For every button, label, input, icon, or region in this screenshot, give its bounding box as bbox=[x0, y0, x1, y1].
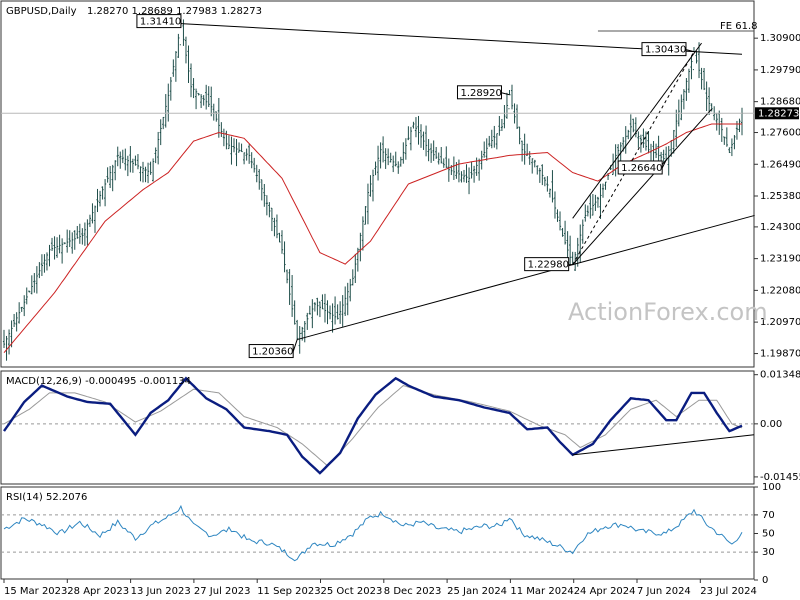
macd-tick-label: 0.00 bbox=[760, 419, 782, 430]
macd-trendline bbox=[572, 434, 755, 456]
price-tick-label: 1.24300 bbox=[760, 222, 800, 233]
price-tick-label: 1.26490 bbox=[760, 159, 800, 170]
macd-tick-label: 0.013489 bbox=[760, 370, 800, 381]
macd-panel-frame bbox=[0, 370, 755, 485]
annotation-box bbox=[617, 160, 663, 175]
macd-plot: 0.013489 0.00 -0.014554 bbox=[1, 370, 800, 483]
price-tick-label: 1.27600 bbox=[760, 128, 800, 139]
annotation-box bbox=[641, 42, 687, 57]
projection-line bbox=[572, 51, 695, 265]
price-tick-label: 1.29790 bbox=[760, 65, 800, 76]
x-axis: 15 Mar 2023 28 Apr 2023 13 Jun 2023 27 Jul … bbox=[3, 579, 757, 597]
channel-top-line bbox=[572, 42, 702, 219]
rsi-tick-label: 50 bbox=[762, 529, 775, 540]
x-tick-label: 27 Jul 2023 bbox=[194, 586, 251, 597]
price-tick-label: 1.20970 bbox=[760, 317, 800, 328]
last-price-label: 1.28273 bbox=[758, 108, 799, 119]
annotation-label: 1.26640 bbox=[621, 163, 662, 174]
watermark: ActionForex.com bbox=[568, 298, 768, 326]
annotation-label: 1.28920 bbox=[460, 88, 501, 99]
x-tick-label: 24 Apr 2024 bbox=[574, 586, 636, 597]
last-price-box bbox=[755, 107, 799, 120]
annotation-box bbox=[524, 257, 570, 272]
fib-label: FE 61.8 bbox=[720, 21, 758, 32]
macd-signal-line bbox=[3, 385, 743, 467]
annotation-leader bbox=[685, 49, 695, 53]
rsi-tick-label: 30 bbox=[762, 547, 775, 558]
annotation-leader bbox=[661, 159, 667, 169]
rsi-tick-label: 70 bbox=[762, 510, 775, 521]
x-tick-label: 28 Apr 2023 bbox=[67, 586, 129, 597]
price-tick-label: 1.23190 bbox=[760, 254, 800, 265]
annotation-box bbox=[248, 344, 294, 359]
price-tick-label: 1.25380 bbox=[760, 191, 800, 202]
annotation-label: 1.22980 bbox=[528, 260, 569, 271]
lower-trendline bbox=[297, 264, 573, 341]
macd-title: MACD(12,26,9) -0.000495 -0.001134 bbox=[6, 376, 191, 387]
price-tick-label: 1.30900 bbox=[760, 33, 800, 44]
price-panel-frame bbox=[0, 0, 755, 368]
price-tick-label: 1.19870 bbox=[760, 349, 800, 360]
ohlc-readout: 1.28270 1.28689 1.27983 1.28273 bbox=[87, 6, 262, 17]
rsi-tick-label: 0 bbox=[762, 575, 768, 586]
annotation-box bbox=[456, 85, 502, 100]
channel-bottom-line bbox=[572, 108, 713, 265]
annotation-leader bbox=[501, 92, 510, 96]
rsi-plot: 100 70 50 30 0 bbox=[1, 482, 781, 586]
x-tick-label: 15 Mar 2023 bbox=[4, 586, 67, 597]
x-tick-label: 7 Jun 2024 bbox=[637, 586, 691, 597]
annotation-label: 1.31410 bbox=[140, 17, 181, 28]
annotation-box bbox=[136, 14, 182, 29]
price-tick-label: 1.22080 bbox=[760, 285, 800, 296]
macd-tick-label: -0.014554 bbox=[760, 472, 800, 483]
price-tick-label: 1.28680 bbox=[760, 97, 800, 108]
x-tick-label: 25 Jan 2024 bbox=[447, 586, 507, 597]
macd-line bbox=[3, 376, 743, 475]
annotation-leader bbox=[292, 339, 298, 352]
x-tick-label: 11 Sep 2023 bbox=[257, 586, 320, 597]
x-tick-label: 23 Jul 2024 bbox=[700, 586, 757, 597]
rsi-tick-label: 100 bbox=[762, 482, 781, 493]
price-plot: 1.30900 1.29790 1.28680 1.27600 1.26490 1.253… bbox=[1, 14, 800, 361]
annotation-label: 1.30430 bbox=[645, 45, 686, 56]
price-title: GBPUSD,Daily bbox=[6, 6, 77, 17]
rsi-title: RSI(14) 52.2076 bbox=[6, 492, 87, 503]
x-tick-label: 13 Jun 2023 bbox=[131, 586, 191, 597]
x-tick-label: 8 Dec 2023 bbox=[384, 586, 442, 597]
long-support-line bbox=[572, 214, 755, 266]
x-tick-label: 25 Oct 2023 bbox=[321, 586, 383, 597]
x-tick-label: 11 Mar 2024 bbox=[510, 586, 573, 597]
annotation-label: 1.20360 bbox=[252, 347, 293, 358]
rsi-line bbox=[3, 504, 743, 562]
